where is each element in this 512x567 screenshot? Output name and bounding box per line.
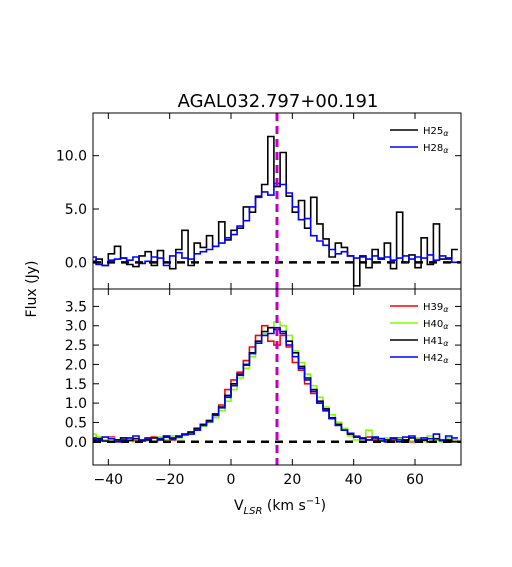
y-tick-label: 0.0 [65,255,87,271]
y-tick-label: 2.0 [65,357,87,373]
bottom-legend: H39α H40α H41α H42α [390,302,449,365]
x-axis-label-close: ) [321,498,326,514]
x-axis-label: VLSR (km s−1) [234,496,326,517]
x-axis-label-exponent: −1 [306,496,321,507]
x-tick-label: 40 [345,472,363,488]
y-tick-label: 10.0 [56,149,87,165]
y-tick-label: 3.5 [65,299,87,315]
legend-label: H25α [423,126,449,138]
legend-label: H42α [423,353,449,365]
y-axis-label: Flux (Jy) [24,261,40,318]
y-tick-label: 2.5 [65,338,87,354]
y-tick-label: 0.0 [65,435,87,451]
x-tick-label: −20 [155,472,185,488]
y-tick-label: 1.0 [65,396,87,412]
x-tick-label: 20 [283,472,301,488]
x-axis-label-sub: LSR [244,506,263,517]
x-tick-label: 0 [227,472,236,488]
y-tick-label: 3.0 [65,319,87,335]
y-tick-label: 1.5 [65,377,87,393]
legend-label: H40α [423,319,449,331]
top-plot-area [93,113,461,289]
legend-label: H39α [423,302,449,314]
x-axis-label-v: V [234,498,244,514]
y-tick-label: 0.5 [65,415,87,431]
top-legend: H25α H28α [390,126,449,155]
chart-title: AGAL032.797+00.191 [178,91,379,112]
series-line-h28 [93,182,458,267]
x-axis-label-units: (km s [262,498,305,514]
bottom-plot-area [93,289,461,465]
legend-label: H41α [423,336,449,348]
x-tick-label: 60 [406,472,424,488]
x-tick-label: −40 [94,472,124,488]
y-tick-label: 5.0 [65,202,87,218]
bottom-panel: 0.0 0.5 1.0 1.5 2.0 2.5 3.0 3.5 −40 −20 0 20 40 60 H39… [65,288,462,488]
bottom-panel-frame [92,288,462,466]
legend-label: H28α [423,143,449,155]
